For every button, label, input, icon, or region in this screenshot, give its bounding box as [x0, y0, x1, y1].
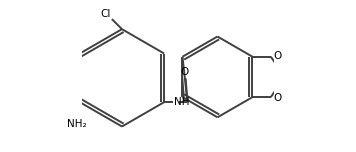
Text: O: O: [273, 51, 281, 61]
Text: NH₂: NH₂: [67, 119, 87, 129]
Text: Cl: Cl: [101, 9, 111, 19]
Text: O: O: [273, 93, 281, 103]
Text: O: O: [180, 67, 189, 77]
Text: NH: NH: [174, 97, 190, 107]
